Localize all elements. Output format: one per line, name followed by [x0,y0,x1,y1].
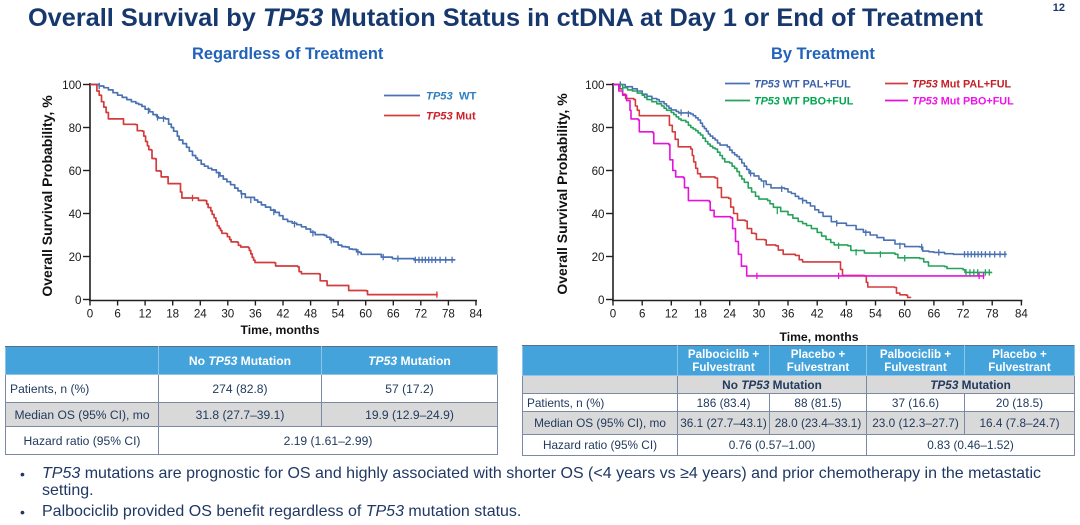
svg-text:TP53 Mut PAL+FUL: TP53 Mut PAL+FUL [912,79,1011,91]
svg-text:72: 72 [414,308,427,321]
svg-text:Overall Survival Probability,: Overall Survival Probability, % [554,93,570,295]
svg-text:48: 48 [304,308,317,321]
svg-text:42: 42 [811,308,824,321]
svg-text:Time, months: Time, months [779,330,858,344]
svg-text:Overall Survival Probability,: Overall Survival Probability, % [39,95,55,297]
svg-text:0: 0 [610,308,616,321]
svg-text:84: 84 [1015,308,1028,321]
svg-text:60: 60 [592,165,605,178]
svg-text:80: 80 [69,122,82,135]
svg-text:40: 40 [69,208,82,221]
svg-text:60: 60 [898,308,911,321]
svg-text:6: 6 [114,308,120,321]
svg-text:6: 6 [639,308,645,321]
svg-text:60: 60 [359,308,372,321]
svg-text:TP53 WT PAL+FUL: TP53 WT PAL+FUL [754,79,851,91]
svg-text:12: 12 [139,308,152,321]
svg-text:TP53 WT: TP53 WT [426,91,477,103]
svg-text:36: 36 [249,308,262,321]
svg-text:TP53 Mut PBO+FUL: TP53 Mut PBO+FUL [912,96,1014,108]
svg-text:24: 24 [723,308,736,321]
svg-text:Time, months: Time, months [240,323,319,337]
svg-text:72: 72 [957,308,970,321]
svg-text:80: 80 [592,122,605,135]
svg-text:40: 40 [592,208,605,221]
svg-text:30: 30 [752,308,765,321]
svg-text:60: 60 [69,165,82,178]
svg-text:0: 0 [598,294,604,307]
svg-text:66: 66 [927,308,940,321]
svg-text:78: 78 [442,308,455,321]
svg-text:0: 0 [87,308,93,321]
svg-text:30: 30 [221,308,234,321]
svg-text:54: 54 [332,308,345,321]
svg-text:12: 12 [665,308,678,321]
svg-text:36: 36 [782,308,795,321]
svg-text:78: 78 [986,308,999,321]
svg-text:20: 20 [69,251,82,264]
svg-text:24: 24 [194,308,207,321]
svg-text:20: 20 [592,251,605,264]
svg-text:66: 66 [387,308,400,321]
svg-text:TP53 WT PBO+FUL: TP53 WT PBO+FUL [754,96,854,108]
svg-text:84: 84 [470,308,483,321]
svg-text:18: 18 [166,308,179,321]
svg-text:TP53 Mut: TP53 Mut [426,111,476,123]
svg-text:100: 100 [62,79,81,92]
svg-text:100: 100 [585,79,604,92]
svg-text:0: 0 [75,294,81,307]
svg-text:54: 54 [869,308,882,321]
svg-text:42: 42 [277,308,290,321]
svg-text:18: 18 [694,308,707,321]
svg-text:48: 48 [840,308,853,321]
